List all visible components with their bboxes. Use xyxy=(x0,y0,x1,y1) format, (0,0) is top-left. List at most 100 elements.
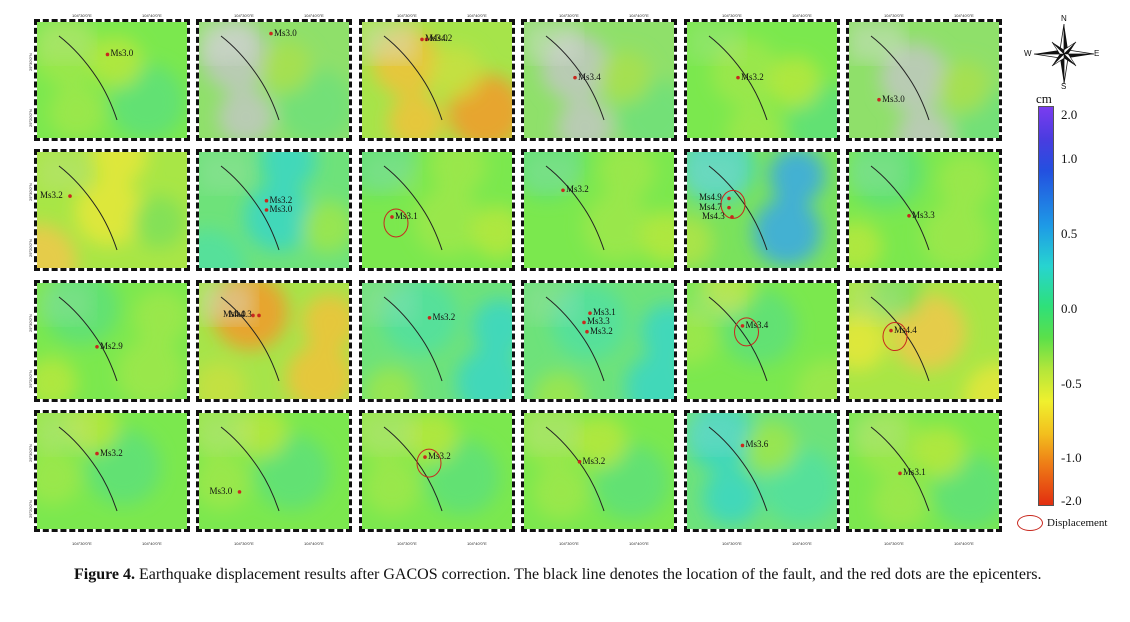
epicenter-dot xyxy=(269,31,273,36)
fault-line xyxy=(870,35,930,121)
insar-panel: Ms3.1 xyxy=(359,149,515,271)
displacement-map xyxy=(687,22,837,138)
insar-panel: Ms3.2 xyxy=(684,19,840,141)
colorbar-tick: -1.0 xyxy=(1061,450,1082,465)
displacement-map xyxy=(849,152,999,268)
epicenter-label: Ms4.3 xyxy=(702,210,725,221)
epicenter-label: Ms3.2 xyxy=(428,451,451,462)
longitude-tick-label: 104°30'0"E xyxy=(559,541,579,546)
colorbar-tick: 1.0 xyxy=(1061,151,1078,166)
longitude-tick-label: 104°30'0"E xyxy=(234,541,254,546)
epicenter-dot xyxy=(898,471,902,476)
epicenter-label: Ms4.9 xyxy=(699,192,722,203)
displacement-map xyxy=(362,413,512,529)
epicenter-dot xyxy=(727,196,731,201)
insar-panel: Ms3.1 Ms3.3 Ms3.2 xyxy=(521,280,677,402)
epicenter-label: Ms3.0 xyxy=(274,27,297,38)
insar-panel: Ms3.4 xyxy=(521,19,677,141)
epicenter-label: Ms3.4 xyxy=(745,319,769,330)
displacement-map xyxy=(849,22,999,138)
colorbar-unit: cm xyxy=(1036,91,1052,106)
epicenter-dot xyxy=(95,451,99,456)
compass-rose-icon xyxy=(1033,23,1095,85)
epicenter-dot xyxy=(264,198,269,203)
fault-line xyxy=(545,426,605,512)
epicenter-label: Ms3.3 xyxy=(912,209,935,220)
longitude-tick-label: 104°30'0"E xyxy=(397,13,417,18)
epicenter-label: Ms3.0 xyxy=(209,485,233,496)
epicenter-label: Ms3.2 xyxy=(269,194,293,205)
latitude-tick-label: 29°20'0"N xyxy=(28,370,33,388)
epicenter-dot xyxy=(427,316,432,320)
compass-east-label: E xyxy=(1094,49,1100,58)
latitude-tick-label: 29°20'0"N xyxy=(28,109,33,127)
insar-panel: Ms4.9 Ms4.7 Ms4.3 xyxy=(684,149,840,271)
insar-panel: Ms3.0 xyxy=(34,19,190,141)
displacement-map xyxy=(524,22,674,138)
fault-line xyxy=(870,165,930,251)
epicenter-dot xyxy=(251,313,255,318)
insar-panel: Ms3.2 xyxy=(521,410,677,532)
fault-line xyxy=(383,426,443,512)
displacement-map xyxy=(687,413,837,529)
displacement-ellipse xyxy=(416,448,442,478)
latitude-tick-label: 29°30'0"N xyxy=(28,53,33,71)
epicenter-label: Ms3.0 xyxy=(110,48,134,59)
epicenter-label: Ms4.7 xyxy=(699,201,722,212)
longitude-tick-label: 104°40'0"E xyxy=(792,541,812,546)
displacement-map xyxy=(37,152,187,268)
epicenter-dot xyxy=(237,490,242,494)
epicenter-dot xyxy=(573,75,577,80)
panel-grid: Ms3.0 Ms3.0 Ms3.0 Ms4.2 Ms3.4 Ms3.2 Ms3.0 Ms3.2… xyxy=(34,19,1006,539)
insar-panel: Ms4.4 xyxy=(846,280,1002,402)
fault-line xyxy=(220,426,280,512)
epicenter-dot xyxy=(577,459,582,464)
caption-prefix: Figure 4. xyxy=(74,566,136,583)
epicenter-dot xyxy=(582,320,586,325)
insar-panel: Ms2.9 xyxy=(34,280,190,402)
fault-line xyxy=(708,296,768,382)
longitude-tick-label: 104°40'0"E xyxy=(954,541,974,546)
longitude-tick-label: 104°40'0"E xyxy=(629,541,649,546)
epicenter-label: Ms3.2 xyxy=(566,184,589,195)
fault-line xyxy=(545,165,605,251)
epicenter-dot xyxy=(390,215,394,219)
displacement-map xyxy=(199,283,349,399)
longitude-tick-label: 104°30'0"E xyxy=(397,541,417,546)
epicenter-label: Ms3.2 xyxy=(100,447,123,458)
epicenter-dot xyxy=(585,329,589,334)
displacement-map xyxy=(524,152,674,268)
insar-panel: Ms3.0 xyxy=(196,19,352,141)
latitude-tick-label: 29°30'0"N xyxy=(28,444,33,462)
insar-panel: Ms3.4 xyxy=(684,280,840,402)
insar-panel: Ms3.3 xyxy=(846,149,1002,271)
epicenter-dot xyxy=(736,75,740,80)
epicenter-dot xyxy=(105,52,110,57)
displacement-map xyxy=(849,413,999,529)
epicenter-label: Ms3.0 xyxy=(425,33,448,44)
insar-panel: Ms3.0 xyxy=(196,410,352,532)
epicenter-dot xyxy=(95,345,99,349)
displacement-map xyxy=(362,22,512,138)
longitude-tick-label: 104°30'0"E xyxy=(722,541,742,546)
fault-line xyxy=(58,165,118,251)
insar-panel: Ms3.0 Ms4.2 xyxy=(359,19,515,141)
displacement-map xyxy=(362,283,512,399)
compass-south-label: S xyxy=(1061,82,1067,91)
longitude-tick-label: 104°40'0"E xyxy=(304,541,324,546)
epicenter-label: Ms3.3 xyxy=(587,316,610,327)
epicenter-label: Ms4.2 xyxy=(429,33,453,44)
displacement-map xyxy=(524,413,674,529)
fault-line xyxy=(708,426,768,512)
fault-line xyxy=(870,296,930,382)
longitude-tick-label: 104°30'0"E xyxy=(559,13,579,18)
longitude-tick-label: 104°40'0"E xyxy=(792,13,812,18)
epicenter-label: Ms3.0 xyxy=(269,204,293,214)
fault-line xyxy=(383,35,443,121)
epicenter-dot xyxy=(740,443,745,448)
insar-panel: Ms3.2 xyxy=(521,149,677,271)
displacement-legend-ellipse-icon xyxy=(1017,515,1043,531)
longitude-tick-label: 104°40'0"E xyxy=(142,13,162,18)
longitude-tick-label: 104°30'0"E xyxy=(722,13,742,18)
